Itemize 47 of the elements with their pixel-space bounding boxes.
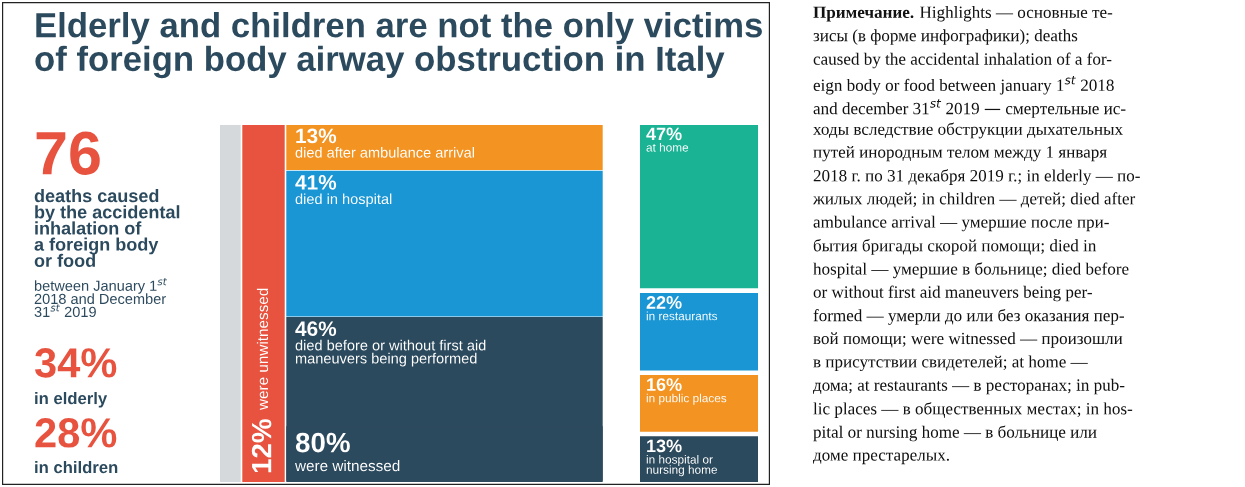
- text: в присутствии свидетелей; at home —: [813, 355, 1088, 372]
- text: ambulance arrival — умершие после при-: [813, 215, 1109, 232]
- text: in elderly: [35, 392, 108, 408]
- text: formed — умерли до или без оказания пер-: [813, 308, 1125, 325]
- text: or without first aid maneuvers being per-: [813, 285, 1092, 302]
- data-label: 80%: [295, 432, 350, 453]
- text: hospital — умершие в больнице; died before: [813, 262, 1129, 279]
- data-label: 46%: [295, 321, 337, 337]
- data-label: 13%: [296, 128, 337, 144]
- text: 34%: [34, 348, 117, 378]
- text: ходы вследствие обструкции дыхательных: [813, 122, 1123, 139]
- data-label: 16%: [647, 378, 682, 391]
- category-label: in hospital or nursing home: [646, 455, 718, 477]
- text: 2018 г. по 31 декабря 2019 г.; in elderly — по-: [813, 169, 1140, 186]
- text: Примечание.: [813, 6, 914, 22]
- text: pital or nursing home — в больнице или: [813, 425, 1097, 442]
- text: between January 1$^{st}$ 2018 and December 31$^{st}$ 2019: [34, 278, 168, 318]
- data-label: 47%: [646, 127, 682, 141]
- data-label: 13%: [647, 439, 682, 453]
- text: путей инородным телом между 1 января: [813, 145, 1107, 162]
- category-label: in public places: [646, 393, 727, 405]
- text: and december 31$^{st}$ 2019 — смертельные ис-: [813, 99, 1126, 118]
- text: Elderly and children are not the only victims of foreign body airway obstruction in Italy: [35, 12, 762, 79]
- text: eign body or food between january 1$^{st}$ 2018: [813, 75, 1114, 95]
- category-label: died after ambulance arrival: [295, 147, 474, 158]
- text: 76: [36, 131, 100, 175]
- category-label: were unwitnessed: [256, 288, 269, 411]
- text: in children: [35, 461, 118, 474]
- category-label: in restaurants: [646, 311, 718, 321]
- category-label: at home: [646, 143, 689, 152]
- text: Highlights — основные те-: [919, 6, 1113, 22]
- text: 28%: [35, 418, 117, 448]
- text: дома; at restaurants — в ресторанах; in pub-: [813, 378, 1125, 395]
- text: caused by the accidental inhalation of a for-: [813, 52, 1112, 69]
- text: lic places — в общественных местах; in hos-: [813, 402, 1133, 418]
- category-label: died in hospital: [295, 193, 392, 207]
- text: зисы (в форме инфографики); deaths: [813, 29, 1078, 45]
- data-label: 22%: [646, 296, 682, 309]
- text: доме престарелых.: [813, 452, 949, 465]
- text: вой помощи; were witnessed — произошли: [813, 332, 1123, 348]
- category-label: were witnessed: [294, 460, 400, 472]
- category-label: died before or without first aid maneuvers being performed: [295, 339, 486, 367]
- text: жилых людей; in children — детей; died after: [812, 192, 1136, 208]
- data-label: 41%: [295, 175, 337, 190]
- text: deaths caused by the accidental inhalation of a foreign body or food: [34, 189, 180, 268]
- text: бытия бригады скорой помощи; died in: [813, 239, 1097, 255]
- data-label: 12%: [251, 419, 272, 473]
